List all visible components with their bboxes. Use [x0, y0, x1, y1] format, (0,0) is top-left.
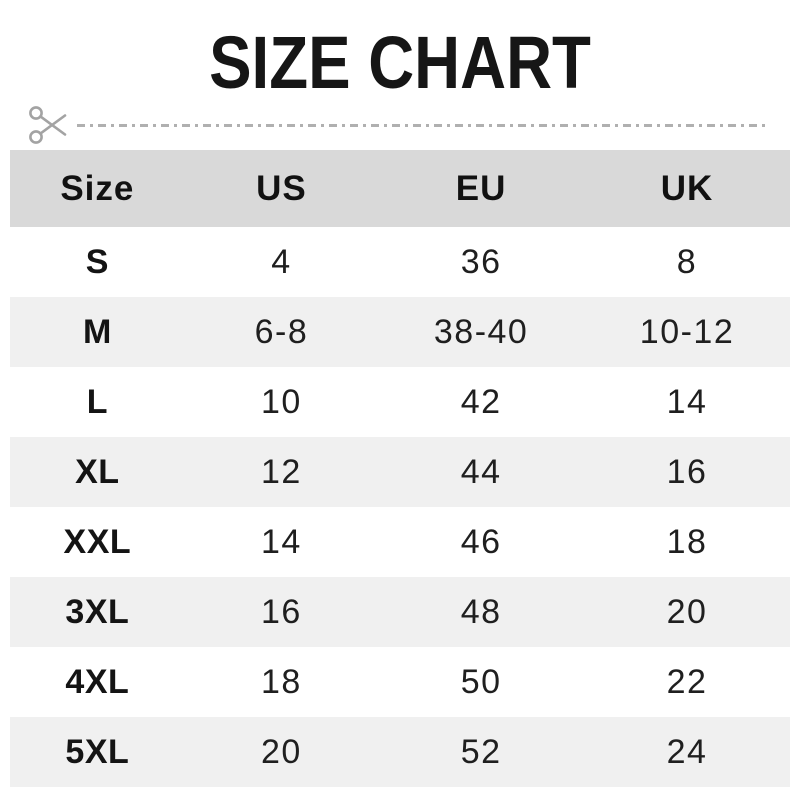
cell-eu: 42: [460, 382, 502, 421]
cell-eu: 36: [460, 242, 502, 281]
cut-dash-line: [77, 123, 768, 127]
table-row-l: L 10 42 14: [10, 367, 790, 437]
cell-uk: 16: [666, 452, 708, 491]
table-row-3xl: 3XL 16 48 20: [10, 577, 790, 647]
cell-eu: 48: [460, 592, 502, 631]
cell-us: 20: [261, 732, 302, 771]
cell-size: XL: [75, 452, 120, 491]
cell-us: 4: [271, 242, 292, 281]
cell-uk: 8: [676, 242, 698, 281]
column-header-us: US: [256, 168, 307, 208]
cell-size: 5XL: [65, 732, 130, 771]
cell-uk: 22: [666, 662, 708, 701]
cut-line: [28, 104, 788, 146]
table-row-m: M 6-8 38-40 10-12: [10, 297, 790, 367]
cell-uk: 24: [666, 732, 708, 771]
cell-eu: 38-40: [433, 312, 529, 351]
cell-size: S: [85, 242, 109, 281]
cell-eu: 44: [460, 452, 502, 491]
table-row-5xl: 5XL 20 52 24: [10, 717, 790, 787]
table-row-s: S 4 36 8: [10, 227, 790, 297]
cell-uk: 10-12: [639, 312, 735, 351]
cell-eu: 52: [460, 732, 502, 771]
cell-uk: 18: [666, 522, 708, 561]
table-header-row: Size US EU UK: [10, 150, 790, 227]
column-header-uk: UK: [660, 168, 714, 208]
cell-us: 12: [261, 452, 302, 491]
cell-eu: 46: [460, 522, 502, 561]
cell-us: 6-8: [254, 312, 309, 351]
cell-us: 18: [261, 662, 302, 701]
cell-uk: 14: [666, 382, 708, 421]
size-table: Size US EU UK S 4 36 8 M 6-8 38-40 10-12…: [10, 150, 790, 787]
cell-us: 14: [261, 522, 302, 561]
cell-size: XXL: [63, 522, 132, 561]
cell-us: 10: [261, 382, 302, 421]
column-header-eu: EU: [455, 168, 507, 208]
column-header-size: Size: [60, 168, 135, 208]
cell-size: L: [86, 382, 108, 421]
cell-eu: 50: [460, 662, 502, 701]
cell-size: 4XL: [65, 662, 130, 701]
scissors-icon: [29, 106, 67, 144]
cell-size: M: [82, 312, 112, 351]
page-title: SIZE CHART: [0, 0, 800, 100]
table-row-xxl: XXL 14 46 18: [10, 507, 790, 577]
cell-us: 16: [261, 592, 302, 631]
cell-uk: 20: [666, 592, 708, 631]
page-title-text: SIZE CHART: [209, 21, 591, 104]
table-row-4xl: 4XL 18 50 22: [10, 647, 790, 717]
cell-size: 3XL: [65, 592, 130, 631]
table-row-xl: XL 12 44 16: [10, 437, 790, 507]
